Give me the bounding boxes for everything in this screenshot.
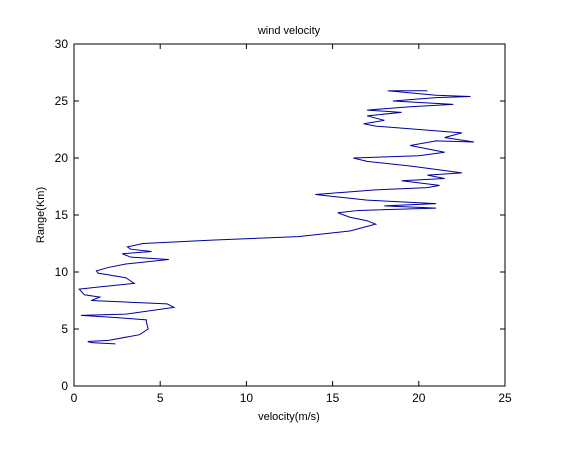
line <box>78 90 475 345</box>
y-axis-label: Range(Km) <box>35 187 47 243</box>
y-tick-label: 10 <box>55 265 69 279</box>
y-tick-label: 20 <box>55 151 69 165</box>
y-tick-label: 30 <box>55 37 69 51</box>
x-tick-label: 15 <box>326 391 340 405</box>
x-tick-label: 0 <box>71 391 78 405</box>
chart-title: wind velocity <box>257 25 321 37</box>
x-tick-label: 5 <box>157 391 164 405</box>
y-tick-label: 15 <box>55 208 69 222</box>
plot-area <box>73 43 506 387</box>
x-tick-label: 25 <box>498 391 512 405</box>
y-tick-label: 5 <box>61 322 68 336</box>
x-axis-label: velocity(m/s) <box>258 411 320 423</box>
y-tick-label: 25 <box>55 94 69 108</box>
x-tick-label: 20 <box>412 391 426 405</box>
y-tick-label: 0 <box>61 379 68 393</box>
x-tick-label: 10 <box>240 391 254 405</box>
